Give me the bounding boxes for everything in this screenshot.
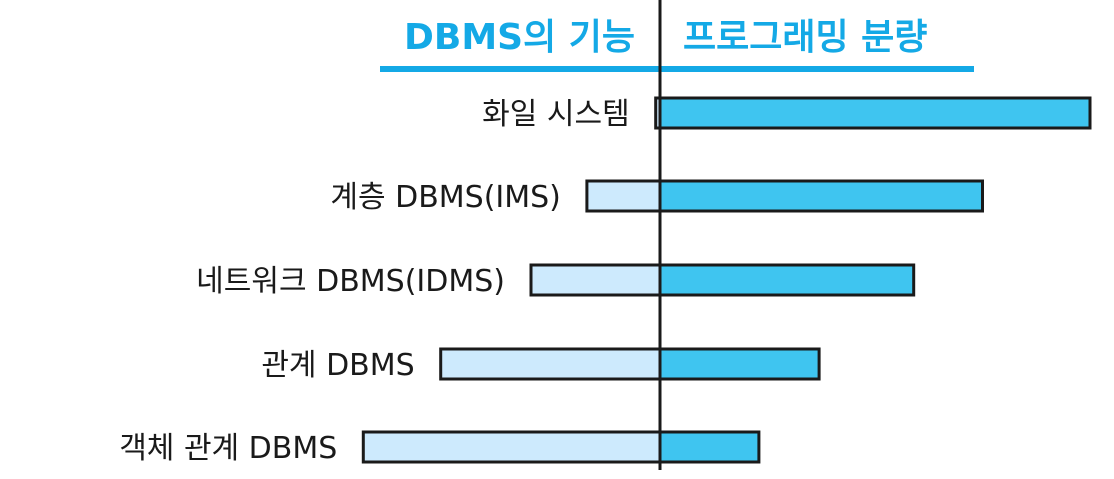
programming-bar <box>658 179 984 213</box>
category-label: 네트워크 DBMS(IDMS) <box>196 264 505 299</box>
function-bar <box>439 347 662 381</box>
function-bar <box>361 430 662 464</box>
programming-bar <box>658 430 761 464</box>
programming-bar <box>658 263 916 297</box>
left-header: DBMS의 기능 <box>404 17 635 58</box>
right-header: 프로그래밍 분량 <box>683 17 927 58</box>
function-bar <box>529 263 662 297</box>
function-bar <box>585 179 662 213</box>
category-label: 화일 시스템 <box>482 97 630 132</box>
programming-bar <box>658 96 1092 130</box>
category-label: 계층 DBMS(IMS) <box>330 180 561 215</box>
category-label: 관계 DBMS <box>261 348 414 383</box>
programming-bar <box>658 347 821 381</box>
category-label: 객체 관계 DBMS <box>119 431 337 466</box>
header-underline <box>380 66 974 72</box>
